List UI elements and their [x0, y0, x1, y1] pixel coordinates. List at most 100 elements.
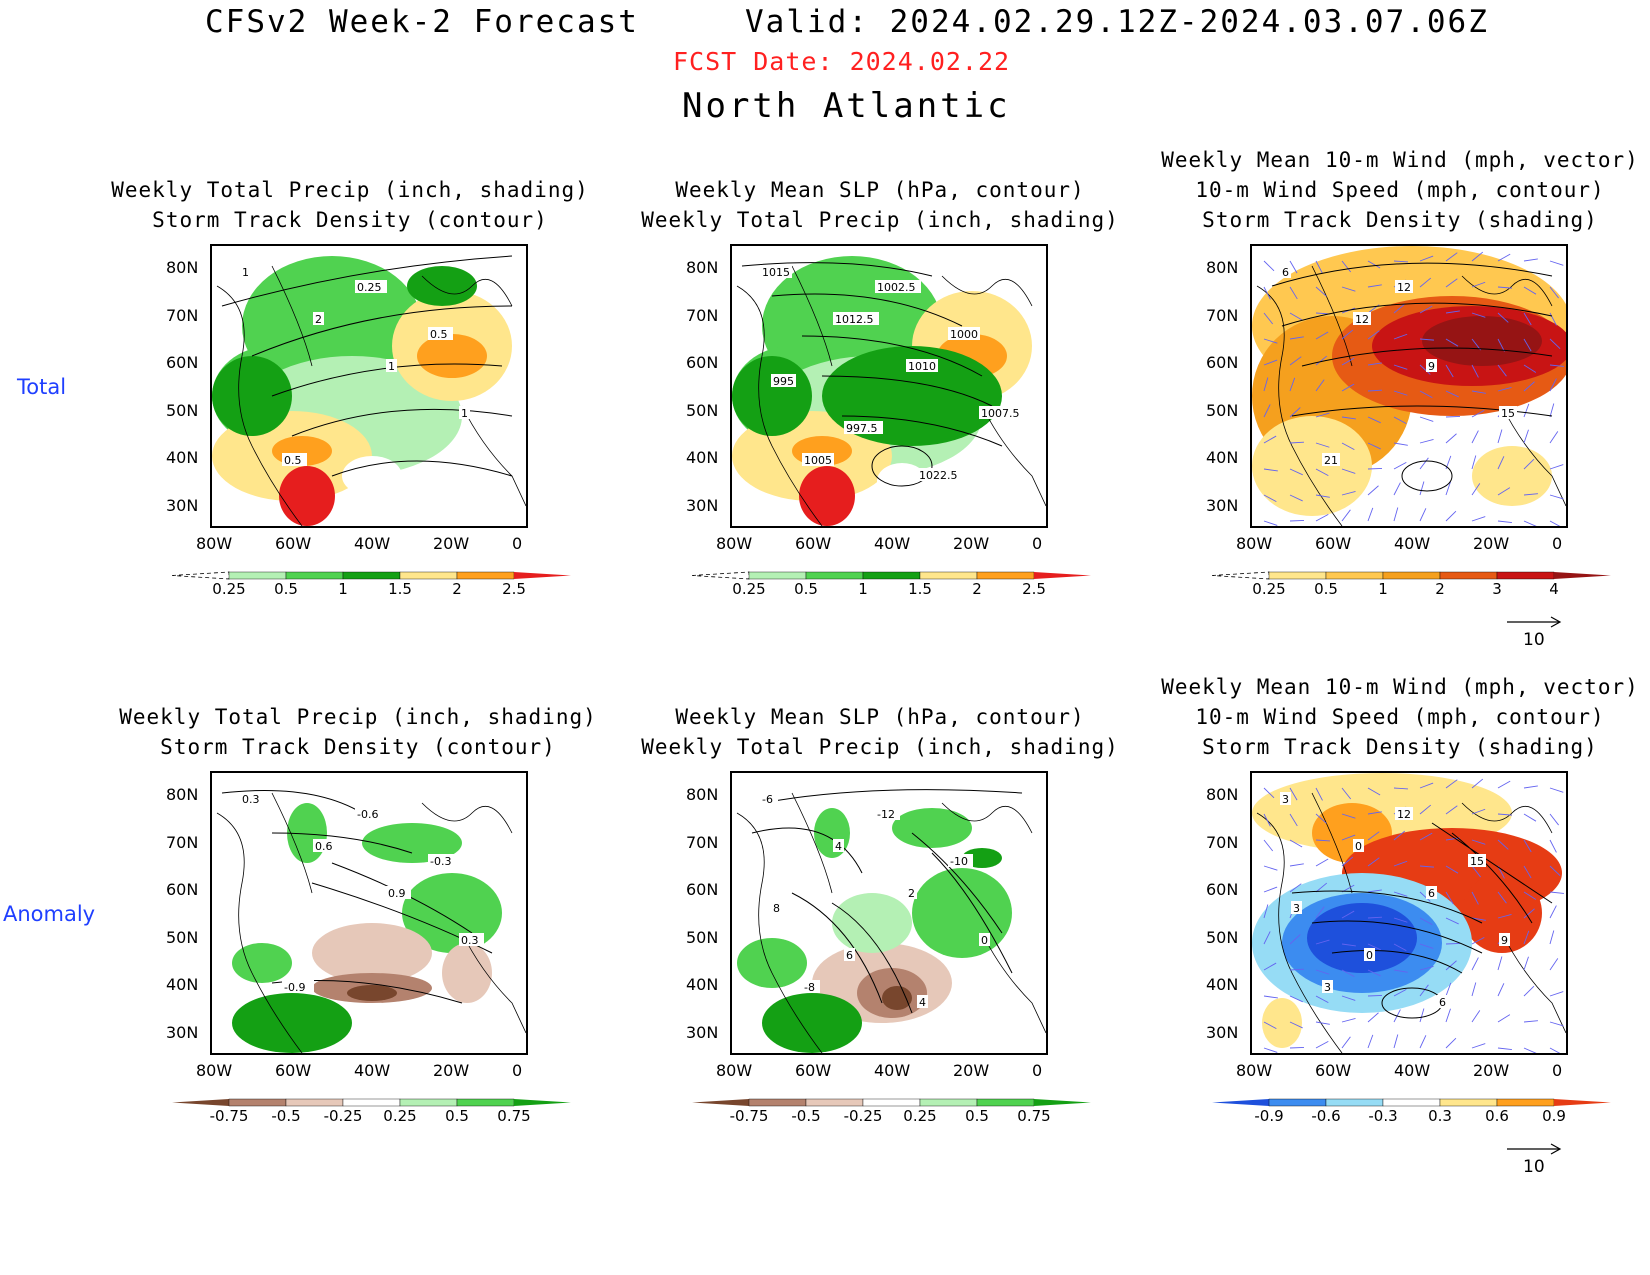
wind-vector	[1523, 956, 1529, 971]
wind-vector	[1263, 962, 1277, 971]
colorbar-svg: -0.75 -0.5 -0.25 0.25 0.5 0.75	[172, 1098, 571, 1125]
lat-tick-label: 30N	[686, 1022, 719, 1042]
contour-label: 3	[1282, 793, 1289, 806]
wind-vector	[1523, 338, 1532, 352]
wind-vector	[1497, 429, 1503, 444]
wind-vector	[1367, 416, 1381, 424]
colorbar-segment	[1382, 571, 1441, 580]
wind-vector	[1315, 813, 1327, 824]
wind-vector	[1471, 516, 1486, 522]
colorbar-segment	[1034, 572, 1091, 579]
panel-title-total-slp: Weekly Mean SLP (hPa, contour) Weekly To…	[641, 178, 1119, 232]
contour-label-bg	[917, 995, 928, 1008]
vector-key-total: 10	[1505, 612, 1565, 654]
colorbar-segment	[228, 1098, 287, 1107]
colorbar-label: -0.25	[844, 1107, 883, 1125]
lat-tick-label: 80N	[166, 258, 199, 277]
contour-label: 9	[1501, 934, 1508, 947]
colorbar-segment	[228, 571, 287, 580]
wind-vector	[1315, 513, 1329, 522]
contour-label: 12	[1355, 313, 1369, 326]
wind-vector	[1549, 958, 1559, 971]
lat-tick-label: 30N	[166, 1022, 199, 1042]
wind-vector	[1315, 858, 1329, 867]
wind-vector	[1289, 1021, 1303, 1029]
map-total-precip: 1 2 1 1 0.5 0.25 0.5	[210, 244, 528, 528]
lon-tick-label: 60W	[275, 1061, 312, 1080]
contour-label: 0.6	[315, 840, 333, 853]
wind-vector	[1289, 863, 1304, 867]
wind-vector	[1497, 253, 1511, 262]
wind-vector	[1549, 787, 1564, 793]
colorbar-segment	[1325, 571, 1384, 580]
contour-label-bg	[282, 980, 314, 993]
wind-vector	[1393, 260, 1408, 263]
shading-blob	[442, 943, 492, 1003]
wind-vector	[1263, 865, 1278, 871]
wind-vectors	[1263, 251, 1564, 526]
colorbar-label: 0.25	[732, 580, 765, 598]
wind-vector	[1393, 416, 1407, 425]
colorbar-label: 1.5	[388, 580, 412, 598]
colorbar-segment	[1268, 571, 1327, 580]
lat-tick-label: 30N	[686, 495, 719, 515]
wind-vector	[1523, 520, 1537, 526]
shading-blob	[1262, 998, 1302, 1048]
contour-label: 1000	[950, 328, 978, 341]
lat-tick-label: 30N	[166, 495, 199, 515]
shading-blob	[877, 463, 927, 499]
contour-label: 15	[1470, 855, 1484, 868]
wind-vector	[1341, 787, 1352, 800]
lat-tick-label: 50N	[1206, 927, 1239, 947]
colorbar-label: 0.5	[965, 1107, 989, 1125]
colorbar-segment	[285, 1098, 344, 1107]
contour-label: 8	[773, 902, 780, 915]
wind-vector	[1393, 830, 1406, 841]
wind-vector	[1367, 889, 1382, 893]
colorbar-segment	[748, 571, 807, 580]
wind-vector	[1393, 969, 1408, 973]
wind-vector	[1419, 277, 1432, 288]
contour-label: -0.9	[284, 981, 305, 994]
colorbar-label: 0.25	[383, 1107, 416, 1125]
shading-blob	[832, 893, 912, 953]
wind-vector	[1393, 787, 1408, 790]
contour-label: 1002.5	[877, 281, 916, 294]
wind-vector	[1315, 468, 1329, 477]
wind-vector	[1471, 891, 1479, 905]
colorbar-label: 2	[1435, 580, 1445, 598]
colorbar-segment	[514, 572, 571, 579]
colorbar-segment	[1382, 1098, 1441, 1107]
wind-vector	[1497, 913, 1512, 919]
lon-tick-label: 80W	[716, 1061, 753, 1080]
wind-vector	[1419, 390, 1433, 398]
contour-label-bg	[1364, 948, 1375, 961]
wind-vector	[1315, 286, 1327, 297]
shading-blob	[1307, 903, 1417, 973]
wind-vector	[1419, 338, 1434, 341]
colorbar-segment	[399, 1098, 458, 1107]
wind-vector	[1497, 312, 1509, 323]
wind-vector	[1393, 507, 1399, 522]
colorbar-segment	[456, 571, 515, 580]
colorbar-segment	[919, 1098, 978, 1107]
colorbar-anom-slp: -0.75 -0.5 -0.25 0.25 0.5 0.75	[692, 1097, 1092, 1137]
contour-label: 4	[835, 840, 842, 853]
contour-label-bg	[459, 933, 484, 946]
lat-tick-label: 60N	[1206, 880, 1239, 899]
map-anom-slp: -6 4 2 0 -8 -12 -10 8 6 4	[730, 771, 1048, 1055]
contour-label-bg	[459, 406, 470, 419]
contour-label-bg	[760, 792, 778, 805]
lon-tick-label: 40W	[354, 1061, 391, 1080]
wind-vector	[1289, 839, 1303, 848]
contour-label: 0	[1366, 949, 1373, 962]
wind-vector	[1263, 839, 1274, 852]
colorbar-segment	[171, 571, 230, 580]
contour-label-bg	[802, 453, 834, 466]
colorbar-segment	[285, 571, 344, 580]
wind-vector	[1315, 906, 1325, 919]
shading-blob	[1472, 446, 1552, 506]
wind-vector	[1315, 787, 1323, 801]
wind-vector	[1419, 1008, 1425, 1023]
contour-label-bg	[1426, 359, 1437, 372]
